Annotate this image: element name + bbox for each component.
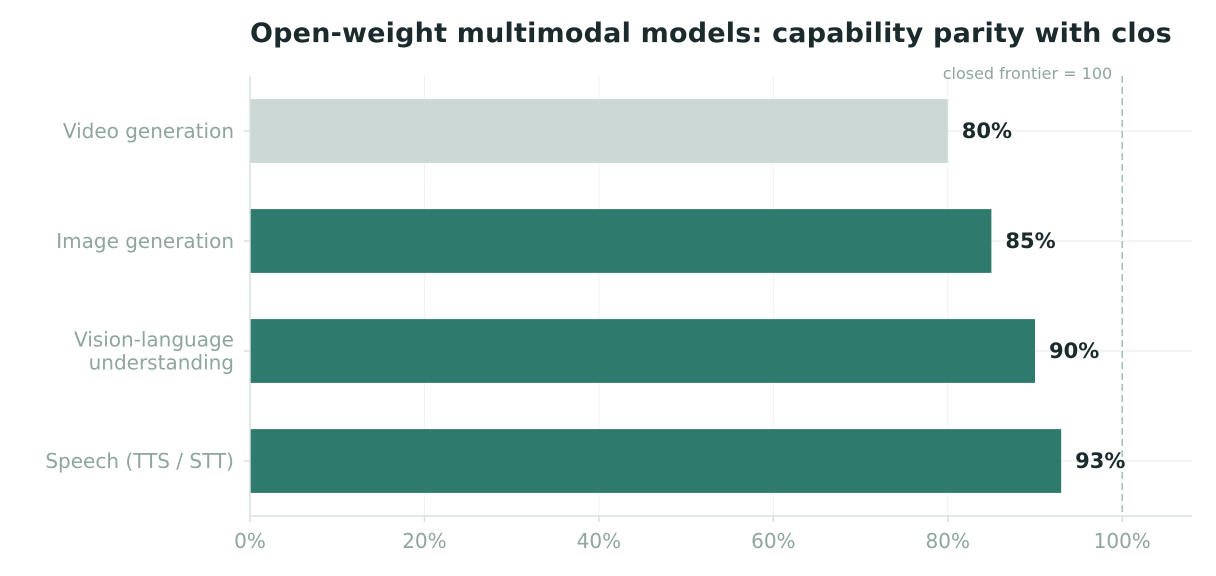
bars-layer bbox=[250, 99, 1062, 493]
x-tick-label-2: 40% bbox=[577, 529, 621, 553]
category-label-2: Vision-language understanding bbox=[74, 328, 234, 375]
chart-title: Open-weight multimodal models: capabilit… bbox=[250, 18, 1172, 49]
category-label-3: Speech (TTS / STT) bbox=[45, 449, 234, 473]
x-tick-label-4: 80% bbox=[926, 529, 970, 553]
value-label-0: 80% bbox=[962, 119, 1012, 143]
bar-0 bbox=[250, 99, 948, 163]
axes-layer bbox=[244, 76, 1192, 522]
labels-layer: 80% 85% 90% 93% closed frontier = 100 0% 20% 40… bbox=[45, 64, 1150, 553]
x-tick-label-5: 100% bbox=[1094, 529, 1151, 553]
value-label-1: 85% bbox=[1005, 229, 1055, 253]
value-label-2: 90% bbox=[1049, 339, 1099, 363]
bar-1 bbox=[250, 209, 992, 273]
reference-line-label: closed frontier = 100 bbox=[943, 64, 1113, 83]
bar-2 bbox=[250, 319, 1035, 383]
bar-3 bbox=[250, 429, 1062, 493]
category-label-1: Image generation bbox=[56, 229, 234, 253]
value-label-3: 93% bbox=[1075, 449, 1125, 473]
x-tick-label-1: 20% bbox=[402, 529, 446, 553]
x-tick-label-0: 0% bbox=[234, 529, 266, 553]
x-tick-label-3: 60% bbox=[751, 529, 795, 553]
category-label-0: Video generation bbox=[63, 119, 234, 143]
